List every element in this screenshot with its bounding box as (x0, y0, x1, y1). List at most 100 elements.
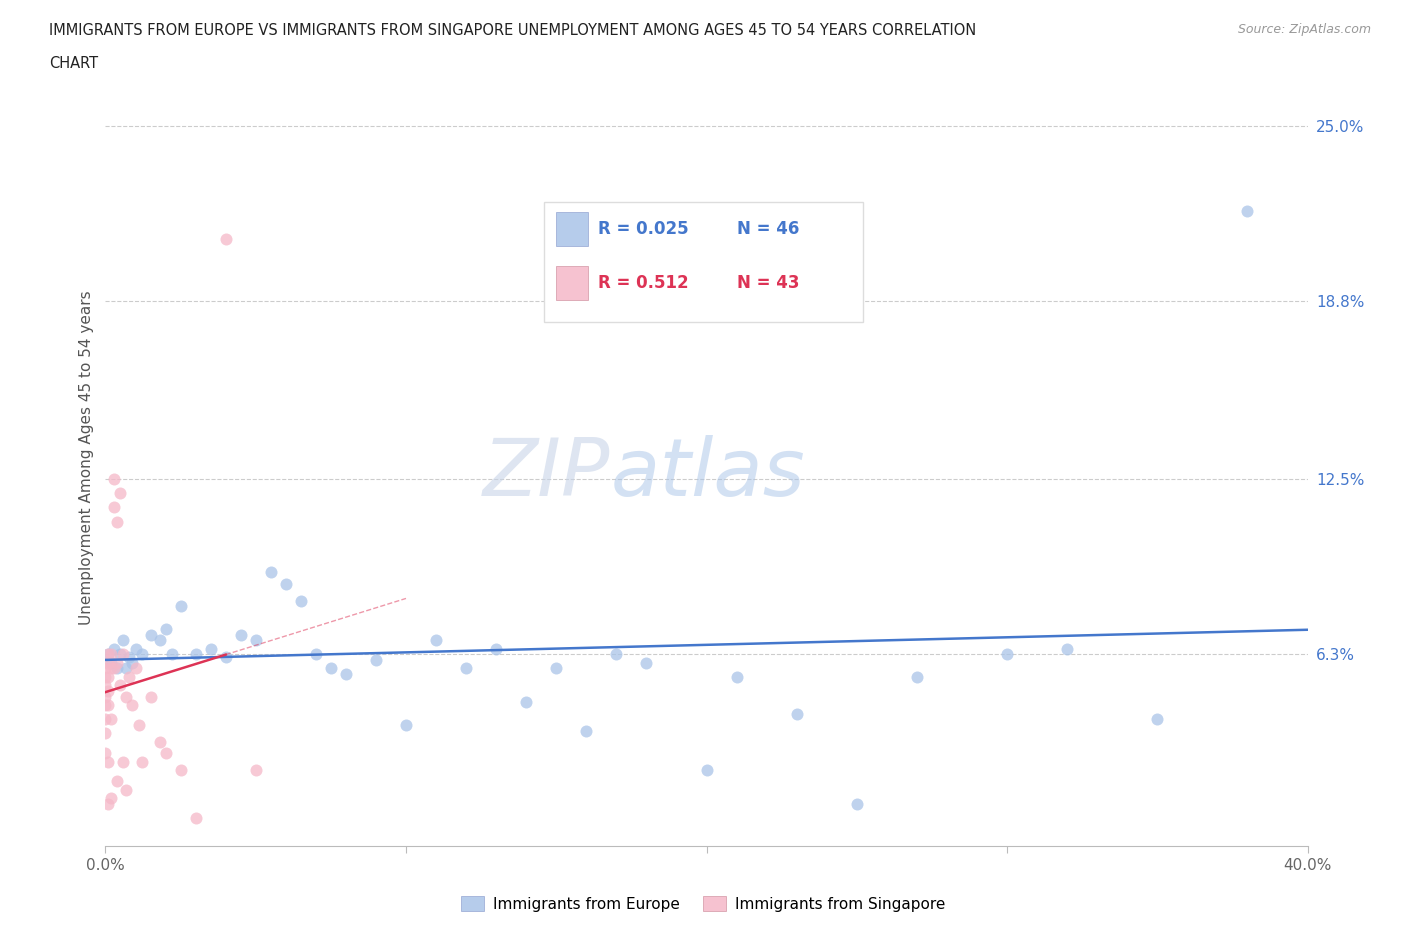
Point (110, 647, 132, 662)
Point (260, 565, 283, 579)
Point (94, 746, 117, 761)
Point (274, 577, 297, 591)
Point (485, 641, 508, 656)
Point (124, 641, 146, 656)
Point (575, 724, 598, 738)
Point (128, 717, 150, 732)
Point (94, 711, 117, 726)
Point (97, 684, 120, 698)
Point (515, 695, 537, 710)
Point (115, 661, 138, 676)
Point (245, 632, 267, 647)
Point (103, 500, 125, 515)
Point (97, 647, 120, 662)
Point (425, 632, 447, 647)
Point (454, 661, 477, 676)
Legend: Immigrants from Europe, Immigrants from Singapore: Immigrants from Europe, Immigrants from … (454, 890, 952, 918)
Point (1236, 204, 1258, 219)
Point (1056, 641, 1078, 656)
Point (112, 647, 135, 662)
Point (115, 689, 138, 704)
Point (148, 735, 170, 750)
Point (169, 599, 191, 614)
Point (131, 754, 153, 769)
Point (118, 650, 141, 665)
FancyBboxPatch shape (557, 266, 588, 300)
Point (94, 678, 117, 693)
Point (364, 653, 387, 668)
Point (139, 689, 162, 704)
Point (97, 670, 120, 684)
Text: IMMIGRANTS FROM EUROPE VS IMMIGRANTS FROM SINGAPORE UNEMPLOYMENT AMONG AGES 45 T: IMMIGRANTS FROM EUROPE VS IMMIGRANTS FRO… (49, 23, 976, 38)
Point (118, 670, 141, 684)
Point (845, 796, 868, 811)
Point (1146, 711, 1168, 726)
Point (184, 647, 207, 662)
Point (100, 647, 122, 662)
Point (139, 627, 162, 642)
Point (94, 698, 117, 712)
Point (305, 647, 328, 662)
Text: CHART: CHART (49, 56, 98, 71)
Point (200, 641, 222, 656)
Point (100, 711, 122, 726)
Point (148, 632, 170, 647)
Point (110, 485, 132, 500)
Text: N = 46: N = 46 (737, 219, 799, 238)
Point (169, 763, 191, 777)
Point (112, 632, 135, 647)
Text: ZIP: ZIP (484, 434, 610, 512)
Point (97, 656, 120, 671)
Point (160, 647, 183, 662)
Point (184, 811, 207, 826)
Point (100, 661, 122, 676)
Point (725, 670, 748, 684)
Point (121, 656, 143, 671)
Point (245, 763, 267, 777)
Point (94, 726, 117, 741)
Point (103, 472, 125, 486)
Point (107, 656, 129, 671)
Point (100, 790, 122, 805)
Point (107, 774, 129, 789)
Point (155, 621, 177, 636)
Point (335, 667, 357, 682)
Text: R = 0.512: R = 0.512 (599, 274, 689, 292)
Point (97, 647, 120, 662)
Point (124, 661, 146, 676)
Point (605, 647, 627, 662)
Point (115, 782, 138, 797)
Point (103, 661, 125, 676)
Point (995, 647, 1018, 662)
Point (214, 650, 236, 665)
Point (110, 678, 132, 693)
Point (290, 593, 312, 608)
Point (100, 656, 122, 671)
Point (395, 717, 418, 732)
FancyBboxPatch shape (544, 202, 863, 322)
Point (214, 232, 236, 246)
Point (94, 689, 117, 704)
Text: atlas: atlas (610, 434, 806, 512)
Text: N = 43: N = 43 (737, 274, 799, 292)
Point (97, 754, 120, 769)
Point (905, 670, 928, 684)
Point (97, 796, 120, 811)
FancyBboxPatch shape (557, 212, 588, 246)
Point (103, 641, 125, 656)
Point (155, 746, 177, 761)
Point (94, 661, 117, 676)
Point (121, 698, 143, 712)
Point (97, 698, 120, 712)
Point (546, 661, 568, 676)
Point (636, 656, 658, 671)
Point (112, 754, 135, 769)
Text: Source: ZipAtlas.com: Source: ZipAtlas.com (1237, 23, 1371, 36)
Point (319, 661, 342, 676)
Text: R = 0.025: R = 0.025 (599, 219, 689, 238)
Point (107, 661, 129, 676)
Point (94, 670, 117, 684)
Point (131, 647, 153, 662)
Point (786, 706, 808, 721)
Point (107, 514, 129, 529)
